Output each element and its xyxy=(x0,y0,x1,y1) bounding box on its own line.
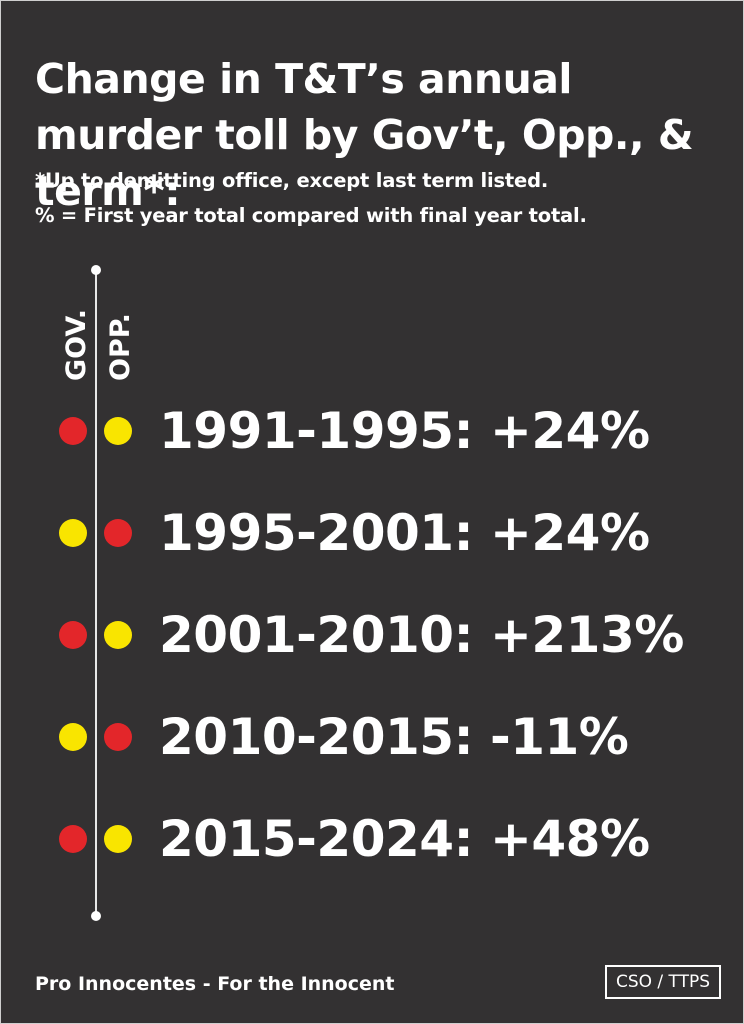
gov-column-label: GOV. xyxy=(61,308,92,381)
opp-party-dot xyxy=(104,621,132,649)
term-change-label: 1995-2001: +24% xyxy=(159,504,650,562)
gov-party-dot xyxy=(59,417,87,445)
source-badge: CSO / TTPS xyxy=(605,965,721,999)
term-change-label: 1991-1995: +24% xyxy=(159,402,650,460)
term-change-label: 2015-2024: +48% xyxy=(159,810,650,868)
timeline-start-dot xyxy=(91,265,101,275)
term-row: 2015-2024: +48% xyxy=(1,789,743,889)
opp-party-dot xyxy=(104,825,132,853)
term-change-label: 2001-2010: +213% xyxy=(159,606,684,664)
opp-party-dot xyxy=(104,519,132,547)
footer-tagline: Pro Innocentes - For the Innocent xyxy=(35,973,395,995)
chart-title: Change in T&T’s annual murder toll by Go… xyxy=(35,55,694,215)
footnote-demitting: *Up to demitting office, except last ter… xyxy=(35,169,549,192)
gov-party-dot xyxy=(59,723,87,751)
opp-column-label: OPP. xyxy=(105,313,136,381)
timeline-end-dot xyxy=(91,911,101,921)
opp-party-dot xyxy=(104,417,132,445)
opp-party-dot xyxy=(104,723,132,751)
term-row: 2010-2015: -11% xyxy=(1,687,743,787)
timeline-line xyxy=(95,269,97,917)
term-row: 1995-2001: +24% xyxy=(1,483,743,583)
footnote-percent: % = First year total compared with final… xyxy=(35,204,587,227)
term-row: 1991-1995: +24% xyxy=(1,381,743,481)
gov-party-dot xyxy=(59,519,87,547)
gov-party-dot xyxy=(59,825,87,853)
term-row: 2001-2010: +213% xyxy=(1,585,743,685)
gov-party-dot xyxy=(59,621,87,649)
term-change-label: 2010-2015: -11% xyxy=(159,708,629,766)
